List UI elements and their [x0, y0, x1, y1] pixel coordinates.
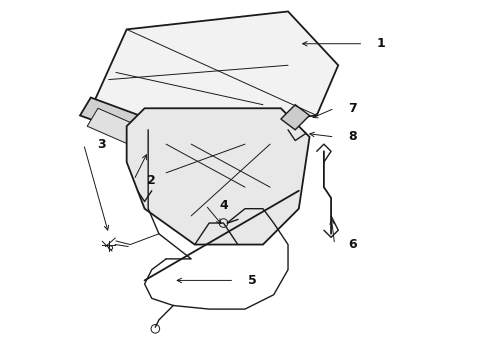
Text: 1: 1	[377, 37, 386, 50]
Polygon shape	[87, 108, 155, 151]
Text: 3: 3	[97, 138, 106, 150]
Text: 2: 2	[147, 174, 156, 186]
Text: 8: 8	[348, 130, 357, 144]
Polygon shape	[95, 12, 338, 134]
Polygon shape	[80, 98, 159, 140]
Text: 6: 6	[348, 238, 357, 251]
Polygon shape	[126, 108, 310, 244]
Text: 7: 7	[348, 102, 357, 115]
Polygon shape	[281, 105, 310, 130]
Text: 5: 5	[248, 274, 257, 287]
Text: 4: 4	[219, 199, 228, 212]
